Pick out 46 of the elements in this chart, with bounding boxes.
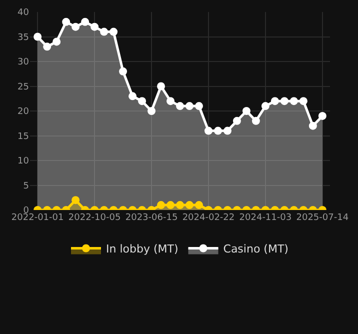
y-tick-label: 40: [18, 8, 30, 18]
point: [223, 126, 232, 135]
point: [232, 116, 241, 125]
y-tick-label: 30: [18, 58, 30, 68]
legend-label: In lobby (MT): [106, 242, 178, 256]
x-tick-label: 2022-10-05: [68, 213, 121, 223]
x-tick-label: 2024-02-22: [182, 213, 235, 223]
point: [34, 32, 42, 41]
point: [280, 97, 288, 106]
point: [299, 97, 308, 106]
y-tick-label: 20: [18, 107, 30, 118]
point: [157, 82, 166, 90]
y-tick-label: 25: [18, 82, 29, 92]
point: [290, 97, 298, 106]
point: [166, 97, 175, 106]
point: [204, 126, 212, 135]
point: [308, 122, 317, 130]
x-tick-label: 2023-06-15: [125, 213, 178, 223]
point: [110, 28, 118, 36]
point: [270, 97, 279, 106]
point: [43, 42, 52, 51]
point: [214, 126, 222, 135]
point: [81, 18, 90, 26]
point: [52, 38, 61, 46]
y-tick-label: 5: [23, 181, 29, 192]
point: [119, 67, 128, 76]
x-tick-label: 2025-07-14: [296, 213, 349, 223]
point: [62, 18, 70, 26]
point: [242, 107, 250, 115]
point: [100, 28, 108, 36]
point: [261, 102, 270, 110]
point: [252, 116, 260, 125]
point: [176, 102, 184, 110]
x-tick-label: 2024-11-03: [239, 213, 292, 223]
point: [185, 102, 194, 110]
point: [90, 22, 99, 31]
point: [128, 92, 137, 100]
point: [148, 107, 156, 115]
point: [318, 112, 326, 120]
legend-label: Casino (MT): [223, 242, 288, 256]
point: [138, 97, 146, 106]
point: [194, 102, 203, 110]
point: [72, 22, 80, 31]
y-tick-label: 35: [18, 32, 29, 43]
y-tick-label: 10: [18, 156, 30, 167]
y-tick-label: 15: [18, 132, 29, 142]
